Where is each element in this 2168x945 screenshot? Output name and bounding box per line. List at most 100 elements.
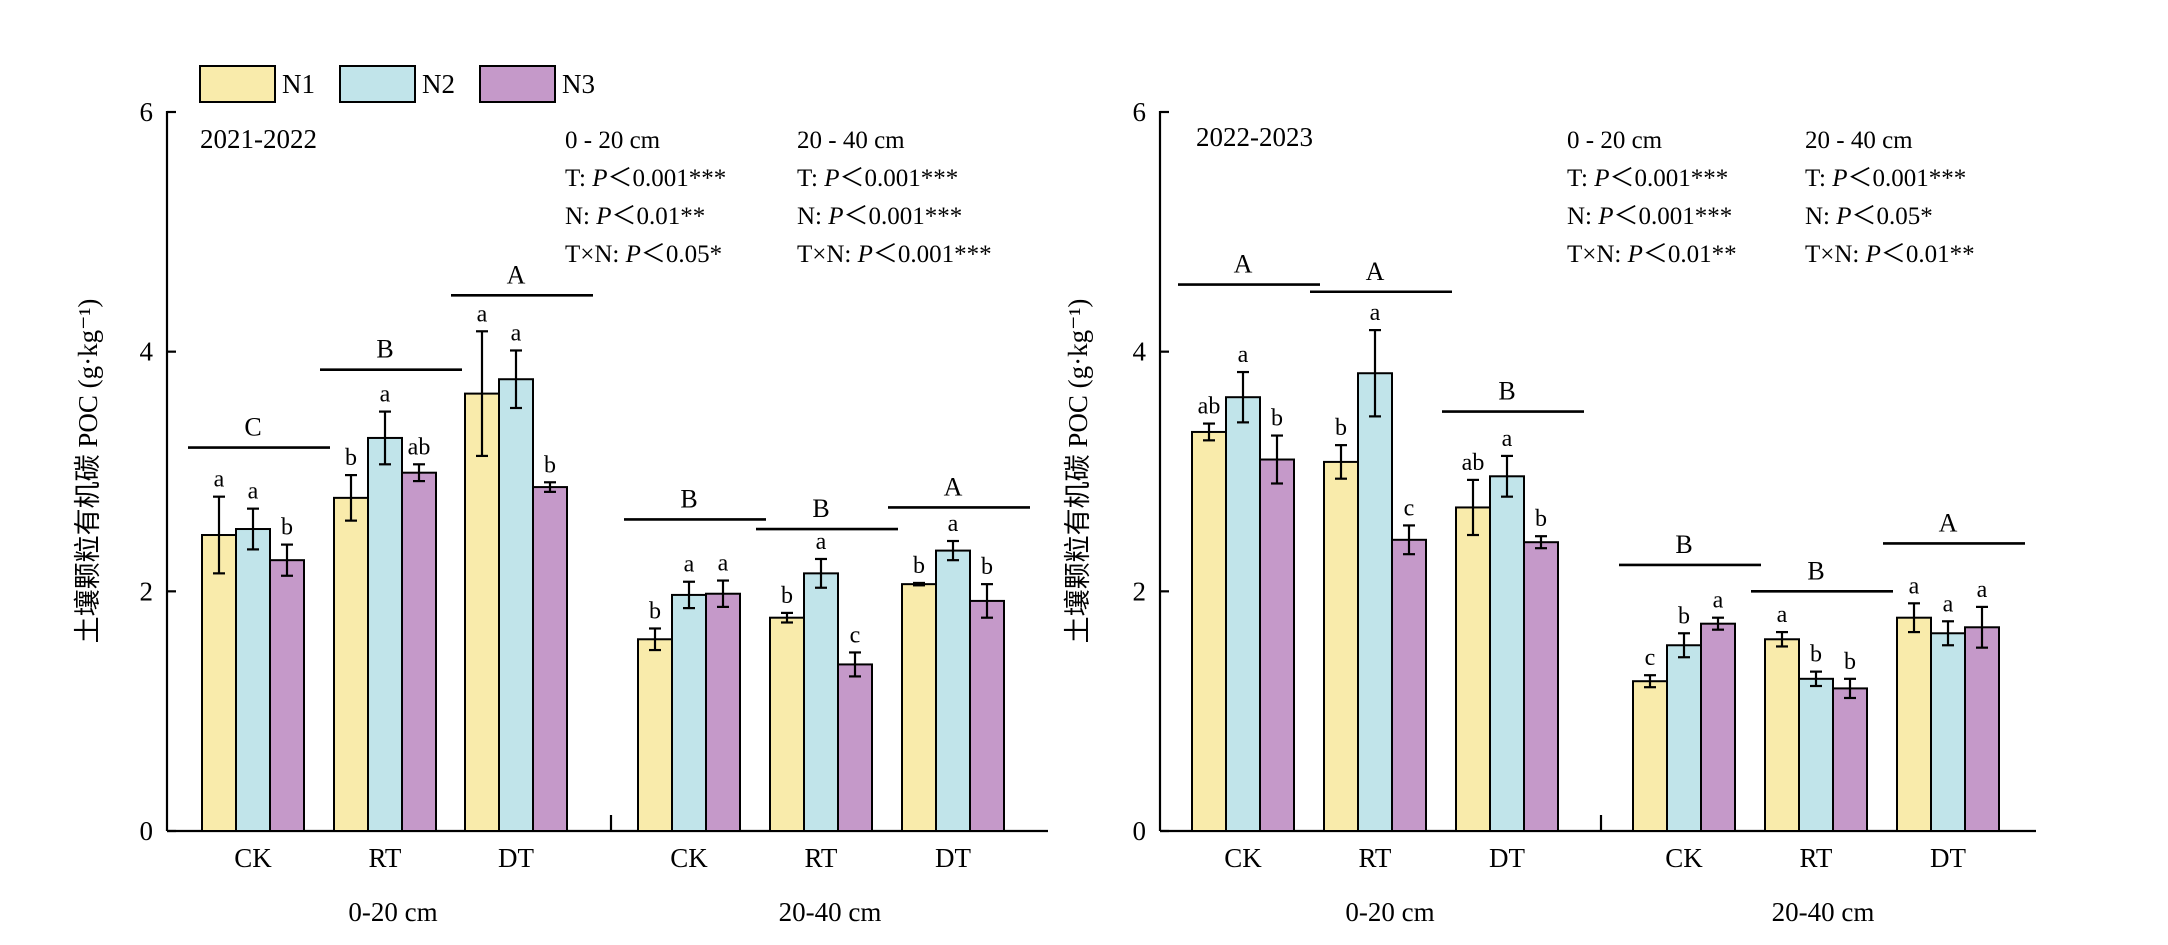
significance-letter: c bbox=[850, 622, 861, 648]
significance-letter: b bbox=[1810, 642, 1822, 668]
y-tick-label: 4 bbox=[140, 337, 154, 367]
significance-letter: b bbox=[1535, 506, 1547, 532]
bar-n1-ck bbox=[201, 534, 237, 832]
significance-letter: b bbox=[1678, 603, 1690, 629]
treatment-significance-letter: A bbox=[1939, 508, 1958, 537]
stats-header: 20 - 40 cm bbox=[1805, 127, 1913, 154]
bar-n3-ck bbox=[1259, 458, 1295, 832]
y-tick-label: 6 bbox=[1133, 97, 1147, 127]
treatment-significance-letter: B bbox=[1675, 530, 1692, 559]
bar-n3-dt bbox=[532, 486, 568, 832]
x-tick-label: CK bbox=[1665, 843, 1703, 873]
treatment-significance-letter: B bbox=[812, 494, 829, 523]
bar-n1-ck bbox=[637, 638, 673, 832]
depth-group-label: 0-20 cm bbox=[348, 897, 437, 927]
significance-letter: b bbox=[781, 583, 793, 609]
x-tick-label: CK bbox=[1224, 843, 1262, 873]
significance-letter: a bbox=[684, 552, 695, 578]
significance-letter: a bbox=[1238, 342, 1249, 368]
stats-text: T: bbox=[1567, 165, 1594, 192]
x-tick-label: RT bbox=[1359, 843, 1392, 873]
panel-title: 2022-2023 bbox=[1196, 122, 1313, 152]
significance-letter: a bbox=[1777, 602, 1788, 628]
bar-n3-ck bbox=[1700, 622, 1736, 833]
bar-n3-rt bbox=[1391, 538, 1427, 832]
stats-text: T×N: bbox=[1805, 241, 1866, 268]
significance-letter: c bbox=[1404, 495, 1415, 521]
bar-n2-rt bbox=[803, 572, 839, 832]
stats-p-symbol: P bbox=[1627, 241, 1643, 268]
stats-p-symbol: P bbox=[1597, 203, 1613, 230]
significance-letter: b bbox=[981, 554, 993, 580]
bar-n2-ck bbox=[1225, 396, 1261, 832]
stats-p-symbol: P bbox=[823, 165, 839, 192]
x-tick-label: DT bbox=[1489, 843, 1525, 873]
y-tick-label: 0 bbox=[140, 816, 154, 846]
x-tick-label: RT bbox=[369, 843, 402, 873]
x-tick-label: DT bbox=[498, 843, 534, 873]
stats-text: ＜0.01** bbox=[1881, 241, 1975, 268]
x-tick-label: DT bbox=[935, 843, 971, 873]
stats-text: ＜0.05* bbox=[1852, 203, 1933, 230]
y-axis-label: 土壤颗粒有机碳 POC (g·kg⁻¹) bbox=[73, 299, 103, 644]
stats-text: T: bbox=[1805, 165, 1832, 192]
stats-line: N: P＜0.001*** bbox=[1567, 203, 1732, 230]
stats-line: N: P＜0.001*** bbox=[797, 203, 962, 230]
stats-header: 20 - 40 cm bbox=[797, 127, 905, 154]
legend-swatch-n1 bbox=[199, 65, 276, 103]
stats-line: T: P＜0.001*** bbox=[1567, 165, 1728, 192]
y-tick-label: 4 bbox=[1133, 337, 1147, 367]
x-tick-label: RT bbox=[805, 843, 838, 873]
significance-letter: a bbox=[511, 320, 522, 346]
stats-header: 0 - 20 cm bbox=[565, 127, 661, 154]
significance-letter: a bbox=[214, 467, 225, 493]
significance-letter: ab bbox=[408, 434, 431, 460]
bar-n3-rt bbox=[837, 663, 873, 832]
bar-n3-ck bbox=[269, 559, 305, 833]
legend-label-n3: N3 bbox=[562, 69, 595, 99]
stats-text: T: bbox=[565, 165, 592, 192]
bar-n1-rt bbox=[769, 616, 805, 832]
legend-swatch-n2 bbox=[339, 65, 416, 103]
legend-label-n2: N2 bbox=[422, 69, 455, 99]
y-tick-label: 6 bbox=[140, 97, 154, 127]
stats-text: T×N: bbox=[1567, 241, 1628, 268]
significance-letter: a bbox=[1943, 591, 1954, 617]
x-tick-label: RT bbox=[1800, 843, 1833, 873]
significance-letter: c bbox=[1645, 645, 1656, 671]
bar-n2-ck bbox=[1666, 644, 1702, 833]
stats-text: ＜0.001*** bbox=[1614, 203, 1733, 230]
bar-n2-rt bbox=[367, 436, 403, 832]
significance-letter: a bbox=[1370, 300, 1381, 326]
stats-text: T×N: bbox=[565, 241, 626, 268]
stats-p-symbol: P bbox=[595, 203, 611, 230]
stats-text: N: bbox=[565, 203, 596, 230]
y-tick-label: 2 bbox=[140, 576, 154, 606]
bar-n3-rt bbox=[1832, 687, 1868, 832]
significance-letter: b bbox=[281, 515, 293, 541]
panel-2021-2022: 0 2 4 6 土壤颗粒有机碳 POC (g·kg⁻¹) 2021-2022 0 - 20 … bbox=[73, 97, 1048, 927]
stats-line: N: P＜0.05* bbox=[1805, 203, 1933, 230]
stats-text: ＜0.01** bbox=[612, 203, 706, 230]
x-tick-label: CK bbox=[234, 843, 272, 873]
stats-p-symbol: P bbox=[625, 241, 641, 268]
bar-n1-dt bbox=[464, 392, 500, 832]
treatment-significance-letter: B bbox=[1807, 556, 1824, 585]
stats-text: ＜0.05* bbox=[641, 241, 722, 268]
significance-letter: ab bbox=[1198, 394, 1221, 420]
treatment-significance-letter: C bbox=[244, 413, 261, 442]
bar-n3-rt bbox=[401, 471, 437, 832]
significance-letter: a bbox=[1713, 588, 1724, 614]
stats-text: ＜0.001*** bbox=[608, 165, 727, 192]
stats-p-symbol: P bbox=[857, 241, 873, 268]
stats-text: ＜0.001*** bbox=[1848, 165, 1967, 192]
stats-line: T×N: P＜0.01** bbox=[1805, 241, 1975, 268]
stats-text: ＜0.001*** bbox=[844, 203, 963, 230]
stats-p-symbol: P bbox=[1835, 203, 1851, 230]
significance-letter: a bbox=[718, 551, 729, 577]
significance-letter: a bbox=[816, 529, 827, 555]
treatment-significance-letter: A bbox=[1366, 257, 1385, 286]
bar-n1-dt bbox=[901, 583, 937, 832]
bar-n2-dt bbox=[498, 378, 534, 832]
significance-letter: a bbox=[948, 511, 959, 537]
